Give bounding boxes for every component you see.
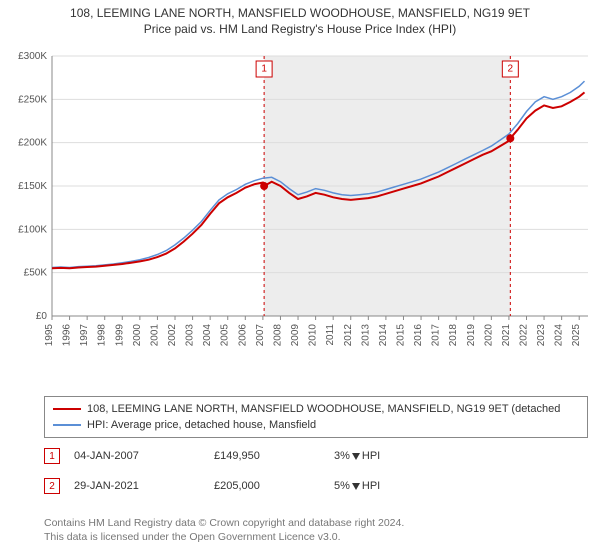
svg-text:2014: 2014 — [378, 324, 389, 347]
svg-text:1998: 1998 — [97, 324, 108, 347]
svg-text:2016: 2016 — [413, 324, 424, 347]
footer-line-1: Contains HM Land Registry data © Crown c… — [44, 516, 588, 530]
arrow-down-icon — [352, 453, 360, 460]
arrow-down-icon — [352, 483, 360, 490]
chart-area: £0 £50K £100K £150K £200K £250K £300K 1995 1996 1… — [8, 50, 592, 360]
svg-text:2009: 2009 — [290, 324, 301, 347]
svg-text:1997: 1997 — [79, 324, 90, 347]
svg-text:2024: 2024 — [554, 324, 565, 347]
footer-credits: Contains HM Land Registry data © Crown c… — [44, 516, 588, 544]
svg-text:£100K: £100K — [18, 224, 47, 235]
transaction-price: £205,000 — [214, 480, 334, 492]
svg-text:£0: £0 — [36, 311, 48, 322]
svg-text:2022: 2022 — [518, 324, 529, 347]
svg-text:2004: 2004 — [202, 324, 213, 347]
svg-text:1999: 1999 — [114, 324, 125, 347]
pct-suffix: HPI — [362, 480, 380, 492]
svg-text:2023: 2023 — [536, 324, 547, 347]
svg-text:2019: 2019 — [466, 324, 477, 347]
transaction-date: 29-JAN-2021 — [74, 480, 214, 492]
svg-text:2008: 2008 — [272, 324, 283, 347]
footer-line-2: This data is licensed under the Open Gov… — [44, 530, 588, 544]
legend-row: 108, LEEMING LANE NORTH, MANSFIELD WOODH… — [53, 401, 579, 417]
transaction-date: 04-JAN-2007 — [74, 450, 214, 462]
svg-text:£200K: £200K — [18, 138, 47, 149]
svg-text:£250K: £250K — [18, 94, 47, 105]
svg-text:2020: 2020 — [483, 324, 494, 347]
svg-text:£150K: £150K — [18, 181, 47, 192]
svg-text:2018: 2018 — [448, 324, 459, 347]
legend: 108, LEEMING LANE NORTH, MANSFIELD WOODH… — [44, 396, 588, 438]
svg-text:2007: 2007 — [255, 324, 266, 347]
svg-text:2013: 2013 — [360, 324, 371, 347]
svg-text:2017: 2017 — [431, 324, 442, 347]
marker-box-icon: 1 — [44, 448, 60, 464]
title-line-1: 108, LEEMING LANE NORTH, MANSFIELD WOODH… — [0, 6, 600, 20]
transaction-price: £149,950 — [214, 450, 334, 462]
marker-box-icon: 2 — [44, 478, 60, 494]
legend-swatch-red — [53, 402, 81, 416]
legend-row: HPI: Average price, detached house, Mans… — [53, 417, 579, 433]
svg-text:2025: 2025 — [571, 324, 582, 347]
svg-text:£50K: £50K — [24, 268, 48, 279]
svg-text:2011: 2011 — [325, 324, 336, 346]
line-chart: £0 £50K £100K £150K £200K £250K £300K 1995 1996 1… — [8, 50, 592, 360]
svg-text:2000: 2000 — [132, 324, 143, 347]
pct-value: 3% — [334, 450, 350, 462]
svg-text:2001: 2001 — [149, 324, 160, 347]
svg-text:2012: 2012 — [343, 324, 354, 347]
legend-label: HPI: Average price, detached house, Mans… — [87, 419, 316, 431]
svg-text:1996: 1996 — [62, 324, 73, 347]
title-line-2: Price paid vs. HM Land Registry's House … — [0, 22, 600, 36]
pct-value: 5% — [334, 480, 350, 492]
svg-text:2021: 2021 — [501, 324, 512, 347]
transaction-pct: 5% HPI — [334, 480, 434, 492]
svg-text:1: 1 — [261, 64, 267, 75]
svg-text:2002: 2002 — [167, 324, 178, 347]
chart-titles: 108, LEEMING LANE NORTH, MANSFIELD WOODH… — [0, 0, 600, 36]
transaction-row: 2 29-JAN-2021 £205,000 5% HPI — [44, 478, 588, 494]
svg-text:2: 2 — [508, 64, 514, 75]
transaction-row: 1 04-JAN-2007 £149,950 3% HPI — [44, 448, 588, 464]
transaction-pct: 3% HPI — [334, 450, 434, 462]
svg-text:2003: 2003 — [185, 324, 196, 347]
svg-text:2015: 2015 — [395, 324, 406, 347]
svg-text:1995: 1995 — [44, 324, 55, 347]
svg-text:2010: 2010 — [308, 324, 319, 347]
svg-text:2006: 2006 — [237, 324, 248, 347]
pct-suffix: HPI — [362, 450, 380, 462]
svg-text:2005: 2005 — [220, 324, 231, 347]
svg-text:£300K: £300K — [18, 51, 47, 62]
legend-swatch-blue — [53, 418, 81, 432]
legend-label: 108, LEEMING LANE NORTH, MANSFIELD WOODH… — [87, 403, 560, 415]
